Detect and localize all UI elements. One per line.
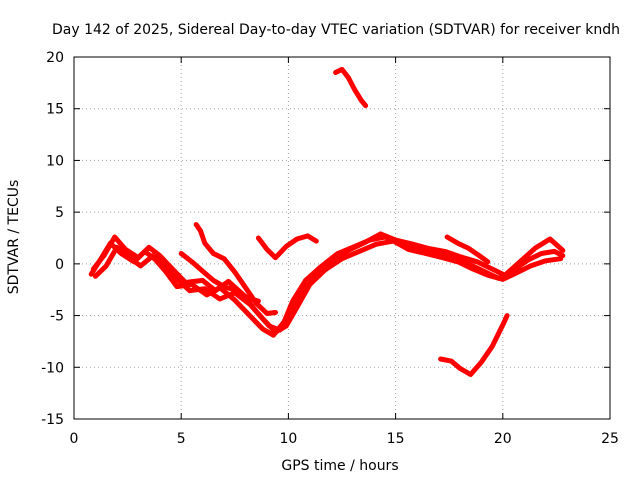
y-tick-label: 15 (46, 102, 64, 118)
x-tick-label: 25 (601, 431, 619, 447)
series-line-trace-9 (444, 234, 491, 265)
x-axis-label: GPS time / hours (281, 458, 398, 474)
series-line-trace-5 (193, 222, 278, 316)
x-tick-label: 20 (494, 431, 512, 447)
series-line-trace-2 (90, 231, 566, 333)
axis-ticks: 0 5 10 15 20 25 -15 -10 -5 0 5 10 15 20 (41, 50, 619, 447)
series-line-trace-3 (92, 238, 564, 335)
data-series-group (88, 66, 566, 377)
y-tick-label: -5 (50, 309, 64, 325)
chart-title: Day 142 of 2025, Sidereal Day-to-day VTE… (52, 22, 620, 38)
y-tick-label: 10 (46, 153, 64, 169)
x-tick-label: 10 (279, 431, 297, 447)
series-line-trace-8 (438, 313, 510, 377)
y-tick-label: 20 (46, 50, 64, 66)
series-line-trace-7 (333, 66, 369, 109)
series-line-trace-1 (88, 234, 566, 338)
x-tick-label: 0 (70, 431, 79, 447)
x-tick-label: 15 (387, 431, 405, 447)
y-tick-label: -15 (41, 412, 64, 428)
plot-frame (73, 56, 611, 420)
y-tick-label: -10 (41, 360, 64, 376)
y-axis-label: SDTVAR / TECUs (6, 180, 22, 295)
grid-lines (74, 57, 610, 419)
y-tick-label: 0 (55, 257, 64, 273)
y-tick-label: 5 (55, 205, 64, 221)
x-tick-label: 5 (177, 431, 186, 447)
series-line-trace-6 (255, 233, 319, 261)
series-line-trace-4 (178, 251, 261, 304)
